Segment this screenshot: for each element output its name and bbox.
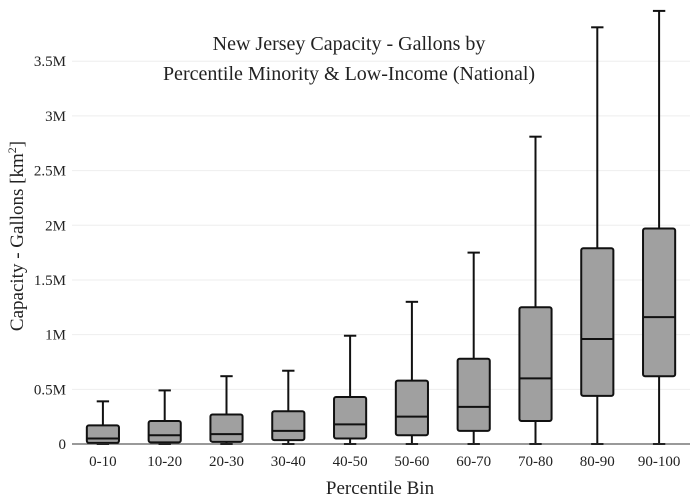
- iqr-box: [580, 247, 615, 397]
- box-80-90: [580, 26, 615, 445]
- y-tick-label: 1.5M: [34, 273, 66, 289]
- x-tick-label: 50-60: [394, 454, 429, 470]
- box-10-20: [147, 389, 182, 445]
- box-0-10: [85, 400, 120, 445]
- box-60-70: [456, 251, 491, 445]
- box-90-100: [642, 9, 677, 445]
- y-tick-label: 0: [59, 437, 67, 453]
- y-axis-ticks: 0 0.5M 1M 1.5M 2M 2.5M 3M 3.5M: [34, 54, 66, 453]
- box-series: [85, 9, 677, 445]
- x-tick-label: 10-20: [147, 454, 182, 470]
- y-axis-title: Capacity - Gallons [km2]: [5, 141, 28, 331]
- box-20-30: [209, 375, 244, 445]
- x-tick-label: 0-10: [89, 454, 117, 470]
- iqr-box: [394, 379, 429, 437]
- x-tick-label: 20-30: [209, 454, 244, 470]
- y-axis-title-main: Capacity - Gallons: [7, 184, 28, 331]
- y-tick-label: 3.5M: [34, 54, 66, 70]
- iqr-box: [456, 357, 491, 432]
- x-axis-title: Percentile Bin: [326, 478, 435, 499]
- box-30-40: [271, 369, 306, 445]
- iqr-box: [518, 306, 553, 423]
- iqr-box: [85, 424, 120, 444]
- box-40-50: [333, 334, 368, 445]
- chart-title-line-2: Percentile Minority & Low-Income (Nation…: [163, 63, 535, 85]
- iqr-box: [147, 420, 182, 444]
- x-tick-label: 30-40: [271, 454, 306, 470]
- y-tick-label: 1M: [45, 328, 66, 344]
- iqr-box: [209, 413, 244, 443]
- box-70-80: [518, 135, 553, 445]
- y-axis-title-unit-open: [km: [7, 153, 28, 184]
- iqr-box: [642, 227, 677, 378]
- box-50-60: [394, 300, 429, 445]
- x-tick-label: 70-80: [518, 454, 553, 470]
- chart-title-line-1: New Jersey Capacity - Gallons by: [213, 33, 486, 55]
- y-axis-title-unit-sup: 2: [5, 147, 19, 153]
- x-tick-label: 40-50: [333, 454, 368, 470]
- iqr-box: [333, 395, 368, 440]
- y-tick-label: 2.5M: [34, 164, 66, 180]
- y-tick-label: 0.5M: [34, 382, 66, 398]
- x-tick-label: 60-70: [456, 454, 491, 470]
- y-tick-label: 2M: [45, 218, 66, 234]
- x-tick-label: 90-100: [638, 454, 681, 470]
- y-tick-label: 3M: [45, 109, 66, 125]
- x-tick-label: 80-90: [580, 454, 615, 470]
- x-axis-ticks: 0-10 10-20 20-30 30-40 40-50 50-60 60-70 70-80 8…: [89, 454, 680, 470]
- grid-lines: [72, 60, 690, 390]
- y-axis-title-unit-close: ]: [7, 141, 28, 147]
- iqr-box: [271, 410, 306, 442]
